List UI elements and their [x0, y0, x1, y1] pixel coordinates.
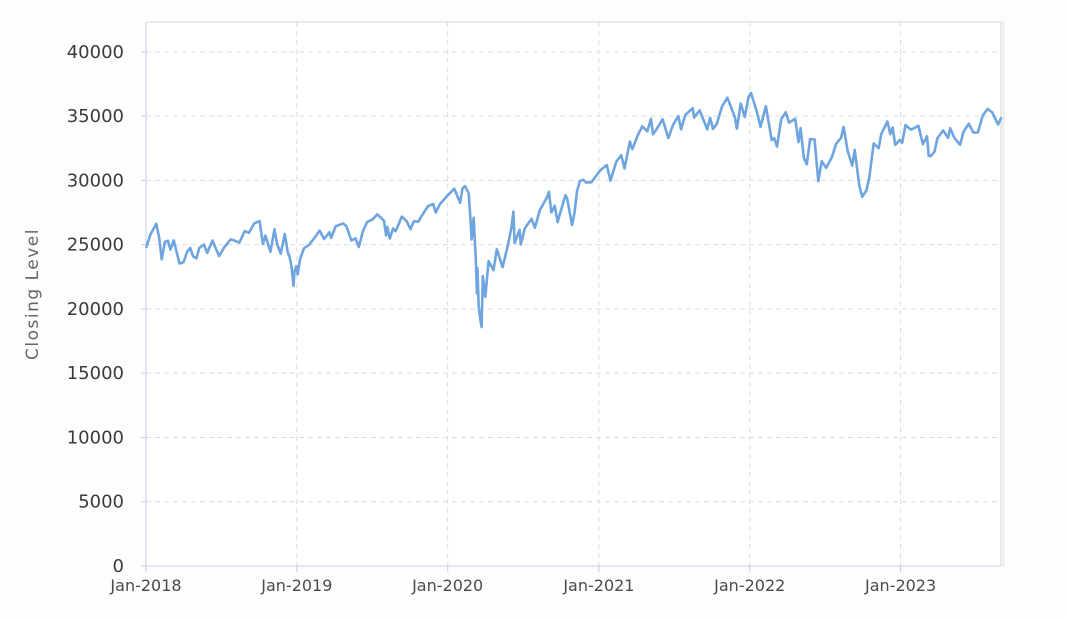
y-axis-title: Closing Level — [23, 228, 43, 360]
x-tick-label: Jan-2022 — [713, 576, 785, 595]
y-tick-label: 20000 — [67, 299, 124, 320]
y-tick-label: 25000 — [67, 235, 124, 256]
y-tick-label: 35000 — [67, 106, 124, 127]
price-line — [145, 91, 1003, 329]
plot-area — [146, 22, 1001, 566]
x-tick-label: Jan-2019 — [260, 576, 332, 595]
y-tick-label: 5000 — [78, 492, 124, 513]
x-tick-label: Jan-2018 — [109, 576, 181, 595]
x-tick-label: Jan-2023 — [864, 576, 936, 595]
x-tick-label: Jan-2021 — [562, 576, 634, 595]
x-tick-label: Jan-2020 — [411, 576, 483, 595]
y-tick-label: 40000 — [67, 42, 124, 63]
y-tick-label: 15000 — [67, 363, 124, 384]
y-tick-label: 30000 — [67, 170, 124, 191]
y-tick-label: 0 — [113, 556, 124, 577]
y-tick-label: 10000 — [67, 427, 124, 448]
